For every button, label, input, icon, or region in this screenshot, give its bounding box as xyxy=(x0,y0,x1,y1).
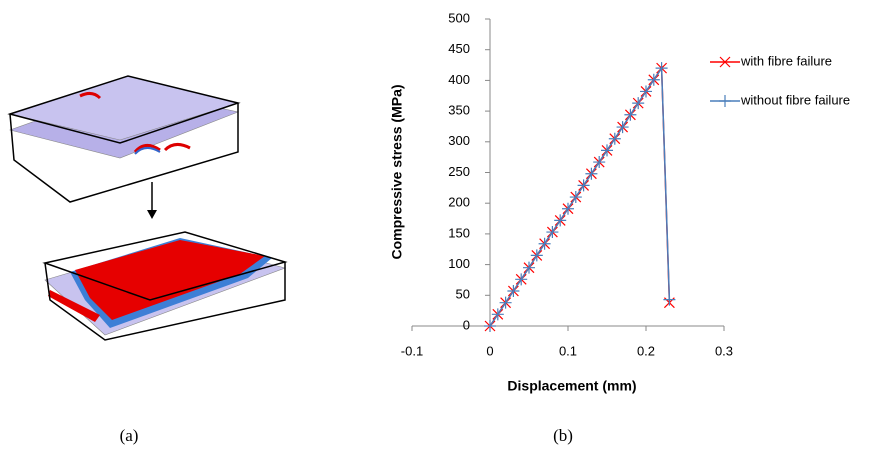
y-tick-label: 100 xyxy=(448,256,470,271)
x-tick-label: 0.1 xyxy=(559,343,577,358)
x-tick-label: 0.2 xyxy=(637,343,655,358)
panel-label: (a) xyxy=(120,426,139,445)
page: {"panel_labels": ["(a)", "(b)"], "chart_… xyxy=(0,0,893,468)
y-tick-label: 150 xyxy=(448,225,470,240)
x-tick-label: -0.1 xyxy=(401,343,423,358)
y-tick-label: 250 xyxy=(448,164,470,179)
y-tick-label: 300 xyxy=(448,133,470,148)
x-tick-label: 0 xyxy=(486,343,493,358)
y-tick-label: 50 xyxy=(456,287,470,302)
y-tick-label: 200 xyxy=(448,195,470,210)
legend-label: without fibre failure xyxy=(740,92,850,107)
figure: (a) (b) Displacement (mm) Compressive st… xyxy=(0,0,893,463)
panel-label: (b) xyxy=(553,426,573,445)
y-tick-label: 500 xyxy=(448,10,470,25)
arrow xyxy=(147,182,157,219)
y-tick-label: 400 xyxy=(448,72,470,87)
illustration-top xyxy=(10,76,238,202)
marker xyxy=(719,95,731,107)
marker xyxy=(663,294,675,306)
legend-label: with fibre failure xyxy=(740,53,832,68)
y-axis-label: Compressive stress (MPa) xyxy=(389,84,405,259)
y-tick-label: 350 xyxy=(448,103,470,118)
x-axis-label: Displacement (mm) xyxy=(507,378,636,394)
y-tick-label: 450 xyxy=(448,41,470,56)
x-tick-label: 0.3 xyxy=(715,343,733,358)
y-tick-label: 0 xyxy=(463,317,470,332)
illustration-bottom xyxy=(45,232,285,340)
